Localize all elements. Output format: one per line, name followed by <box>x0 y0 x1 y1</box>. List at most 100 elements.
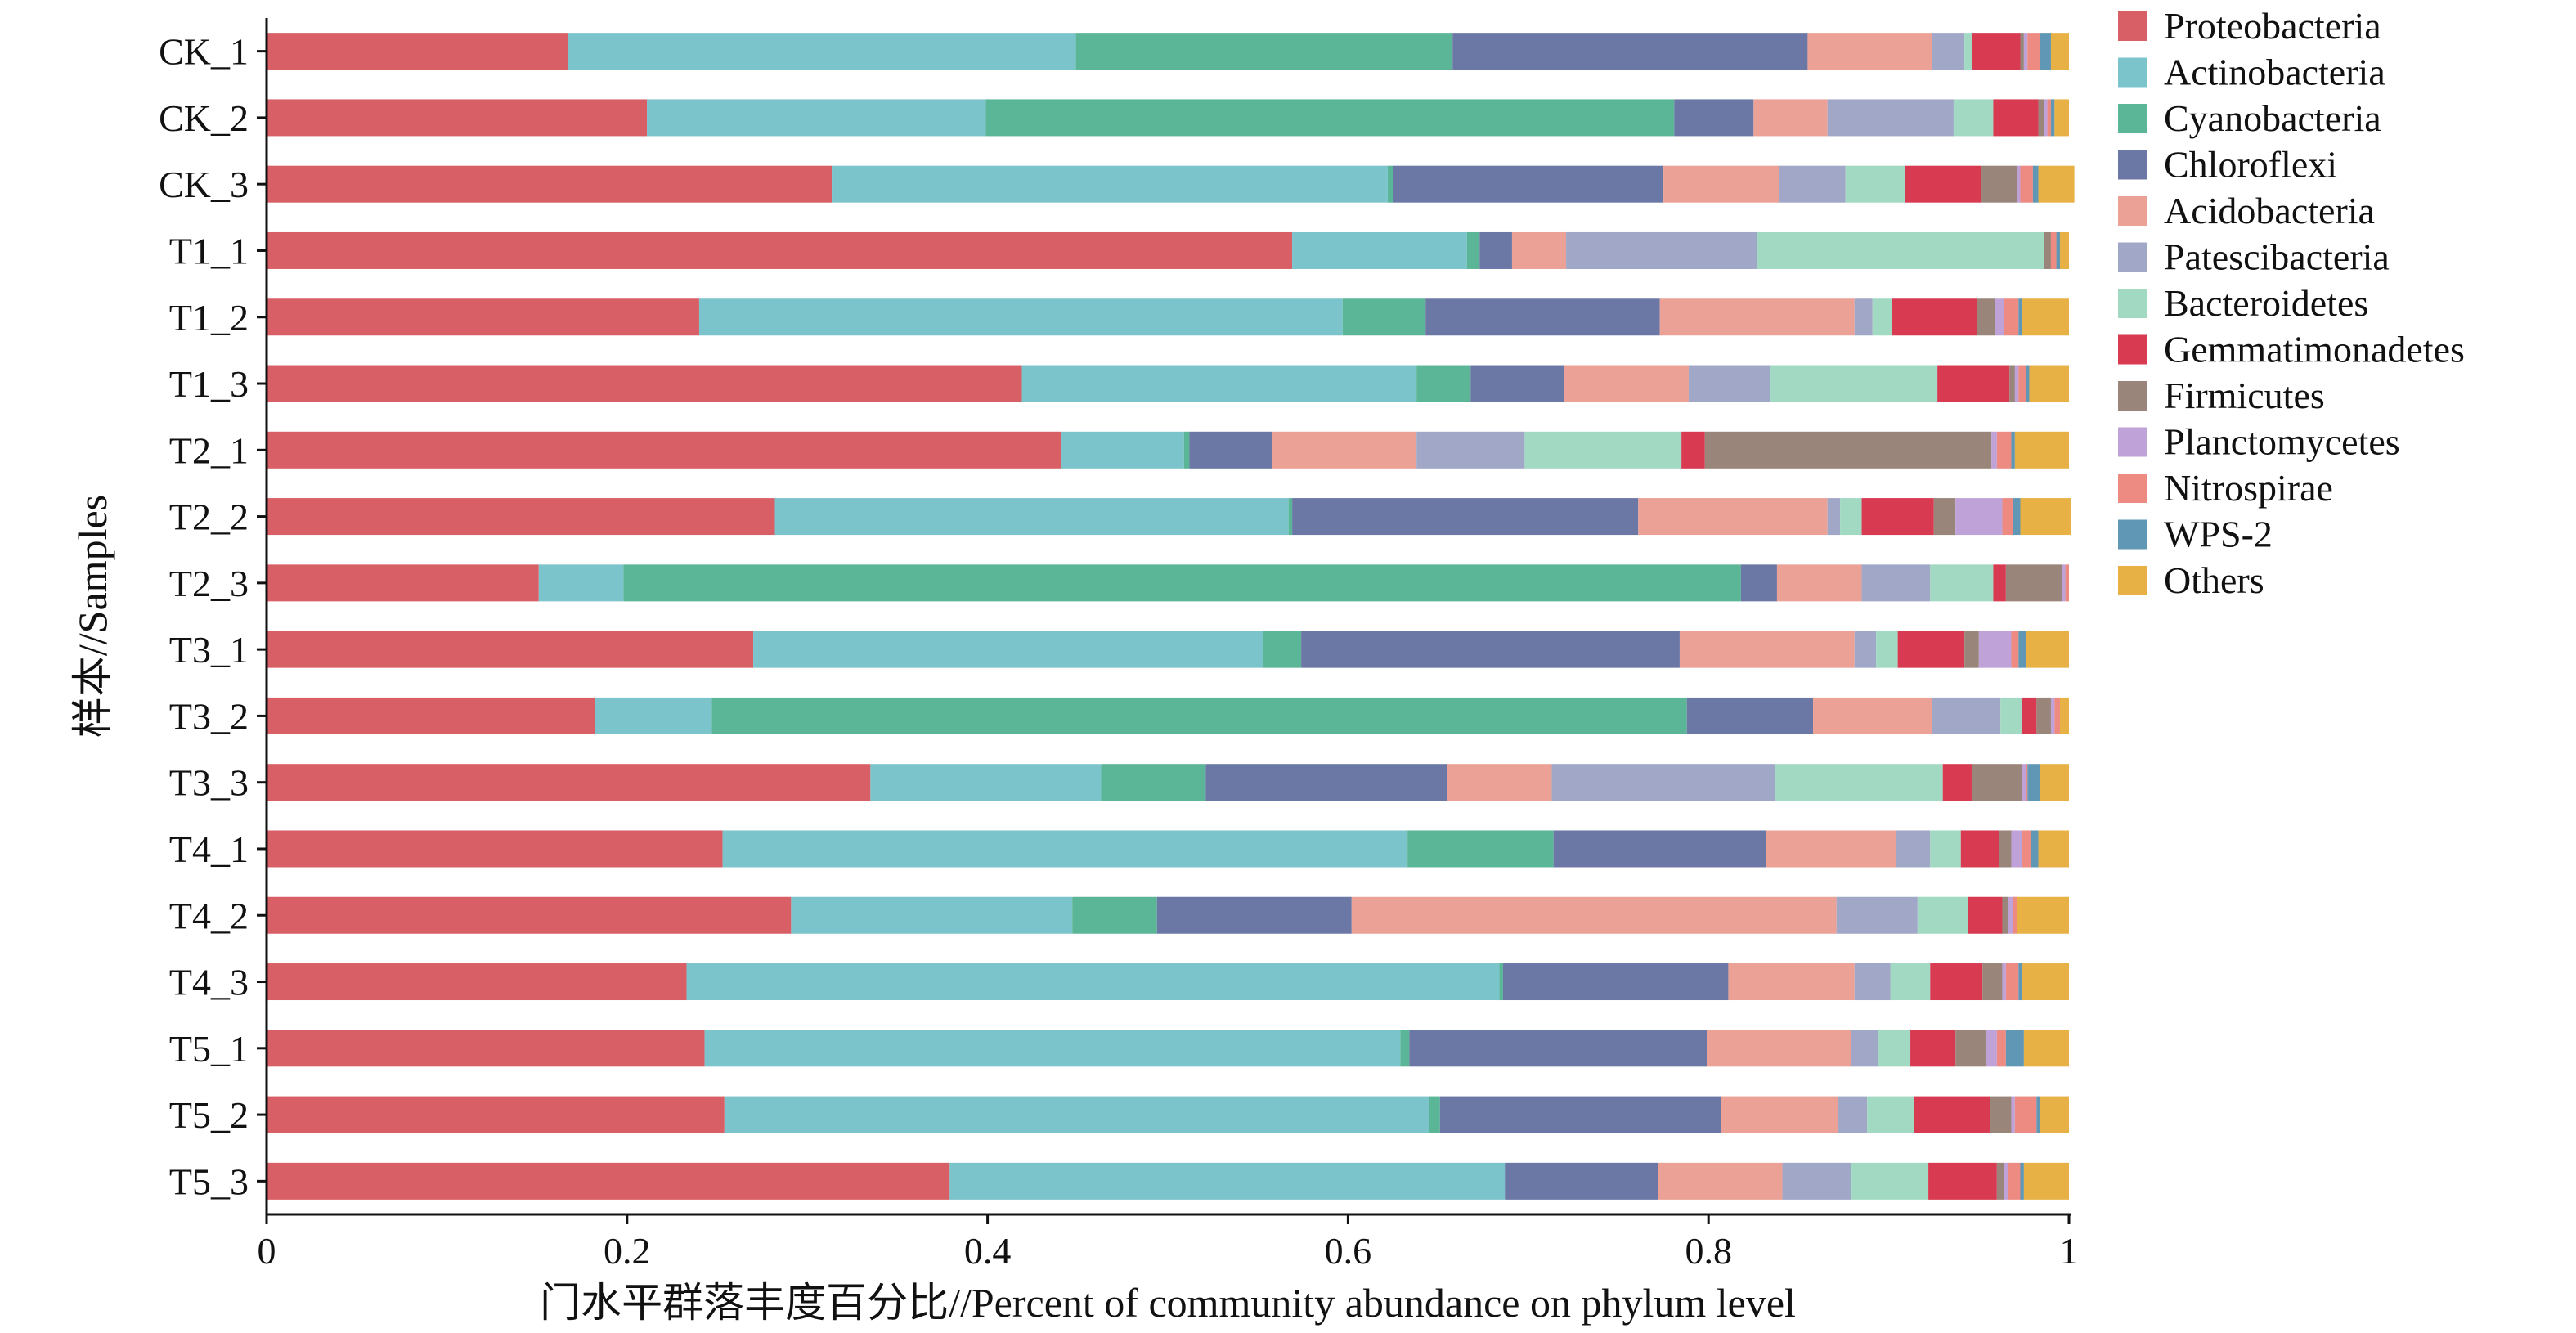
bar-segment-T4_3-Gemmatimonadetes <box>1930 963 1983 1001</box>
bar-segment-T5_3-WPS-2 <box>2020 1162 2024 1200</box>
bar-segment-T4_3-Planctomycetes <box>2002 963 2006 1001</box>
bar-segment-T1_3-Firmicutes <box>2009 365 2015 402</box>
bar-segment-T4_1-WPS-2 <box>2031 830 2039 868</box>
bar-segment-T4_1-Gemmatimonadetes <box>1960 830 1999 868</box>
bar-segment-T4_2-Acidobacteria <box>1351 896 1837 934</box>
bar-segment-T3_3-Nitrospirae <box>2026 764 2028 801</box>
bar-segment-T4_2-Firmicutes <box>2002 896 2008 934</box>
y-tick-label-T3_2: T3_2 <box>169 695 249 737</box>
axes-group <box>265 18 2071 1216</box>
bar-segment-T2_2-Nitrospirae <box>2002 498 2013 536</box>
bar-segment-T4_3-Acidobacteria <box>1728 963 1855 1001</box>
bar-segment-T3_2-Firmicutes <box>2036 697 2051 734</box>
bar-segment-T2_1-Firmicutes <box>1704 431 1992 469</box>
bar-segment-T2_1-Actinobacteria <box>1061 431 1184 469</box>
bar-segment-T1_3-Patescibacteria <box>1688 365 1770 402</box>
bar-segment-T4_1-Chloroflexi <box>1553 830 1766 868</box>
bar-segment-T4_3-Others <box>2022 963 2069 1001</box>
bar-segment-CK_1-Acidobacteria <box>1807 33 1932 70</box>
bar-segment-T3_3-Cyanobacteria <box>1101 764 1206 801</box>
bar-segment-T5_1-Firmicutes <box>1955 1030 1986 1067</box>
bar-segment-T3_2-Proteobacteria <box>267 697 595 734</box>
legend-swatch-Planctomycetes <box>2118 427 2147 457</box>
bar-segment-T5_3-Others <box>2023 1162 2069 1200</box>
bar-segment-T5_2-Actinobacteria <box>724 1096 1429 1133</box>
bar-segment-T3_1-Bacteroidetes <box>1876 631 1898 668</box>
bar-segment-T1_2-Actinobacteria <box>698 298 1343 336</box>
bar-segment-T2_1-Planctomycetes <box>1991 431 1997 469</box>
legend-label-Patescibacteria: Patescibacteria <box>2164 236 2390 278</box>
bar-segment-CK_1-Bacteroidetes <box>1964 33 1972 70</box>
bar-segment-T1_2-Planctomycetes <box>1995 298 2004 336</box>
bar-segment-T4_1-Acidobacteria <box>1766 830 1896 868</box>
bar-segment-T5_2-Patescibacteria <box>1838 1096 1868 1133</box>
y-tick-label-CK_2: CK_2 <box>159 97 249 139</box>
bar-segment-T2_1-Nitrospirae <box>1996 431 2012 469</box>
bar-segment-T1_1-Patescibacteria <box>1566 231 1757 269</box>
bar-segment-T3_1-Proteobacteria <box>267 631 754 668</box>
bar-segment-T3_3-Others <box>2040 764 2069 801</box>
x-tick-label-0.6: 0.6 <box>1325 1230 1372 1272</box>
bar-segment-T3_2-Actinobacteria <box>595 697 712 734</box>
bar-segment-T5_2-Firmicutes <box>1990 1096 2012 1133</box>
legend-label-Acidobacteria: Acidobacteria <box>2164 190 2375 231</box>
bar-segment-CK_2-Cyanobacteria <box>985 99 1675 137</box>
bar-segment-CK_1-Cyanobacteria <box>1075 33 1453 70</box>
bar-segment-T1_3-WPS-2 <box>2026 365 2030 402</box>
bar-segment-T3_2-Cyanobacteria <box>711 697 1687 734</box>
bar-segment-T2_3-Actinobacteria <box>538 564 624 602</box>
bar-segment-CK_1-Patescibacteria <box>1932 33 1965 70</box>
bar-segment-CK_2-Bacteroidetes <box>1953 99 1994 137</box>
bar-segment-T5_1-Planctomycetes <box>1986 1030 1997 1067</box>
bar-segment-T2_3-Nitrospirae <box>2065 564 2069 602</box>
bar-segment-T3_3-Patescibacteria <box>1551 764 1775 801</box>
bar-segment-T3_1-Actinobacteria <box>753 631 1263 668</box>
bar-segment-T5_2-Planctomycetes <box>2011 1096 2015 1133</box>
bar-segment-T2_2-Gemmatimonadetes <box>1861 498 1934 536</box>
bar-segment-T2_2-Firmicutes <box>1933 498 1956 536</box>
bar-segment-T1_1-Firmicutes <box>2044 231 2051 269</box>
bar-segment-T4_3-Firmicutes <box>1982 963 2003 1001</box>
bar-segment-T5_2-Bacteroidetes <box>1867 1096 1914 1133</box>
x-tick-label-0.4: 0.4 <box>964 1230 1012 1272</box>
legend-swatch-Patescibacteria <box>2118 242 2147 272</box>
bar-segment-T1_1-Chloroflexi <box>1479 231 1512 269</box>
bar-segment-T1_3-Planctomycetes <box>2014 365 2019 402</box>
bar-segment-T4_1-Planctomycetes <box>2011 830 2022 868</box>
bar-segment-CK_3-Others <box>2038 165 2075 203</box>
y-tick-label-T3_1: T3_1 <box>169 629 249 671</box>
bar-segment-T4_3-Patescibacteria <box>1854 963 1891 1001</box>
legend-swatch-Proteobacteria <box>2118 11 2147 41</box>
x-tick-label-0.8: 0.8 <box>1685 1230 1732 1272</box>
legend-swatch-WPS-2 <box>2118 519 2147 550</box>
bar-segment-CK_3-WPS-2 <box>2032 165 2039 203</box>
bar-segment-T1_3-Cyanobacteria <box>1416 365 1471 402</box>
bar-segment-T1_2-Chloroflexi <box>1425 298 1660 336</box>
bars-group <box>267 33 2075 1200</box>
bar-segment-T2_3-Planctomycetes <box>2062 564 2066 602</box>
bar-segment-T5_1-Gemmatimonadetes <box>1910 1030 1956 1067</box>
bar-segment-CK_2-Actinobacteria <box>647 99 986 137</box>
bar-segment-T4_2-Gemmatimonadetes <box>1968 896 2003 934</box>
bar-segment-CK_2-Others <box>2054 99 2069 137</box>
y-tick-label-T1_1: T1_1 <box>169 230 249 272</box>
bar-segment-T5_3-Proteobacteria <box>267 1162 950 1200</box>
bar-segment-T4_1-Firmicutes <box>1999 830 2012 868</box>
y-axis-label: 样本//Samples <box>70 495 115 738</box>
bar-segment-T2_2-Proteobacteria <box>267 498 775 536</box>
bar-segment-T2_3-Cyanobacteria <box>623 564 1741 602</box>
bar-segment-CK_1-WPS-2 <box>2040 33 2051 70</box>
legend-swatch-Firmicutes <box>2118 381 2147 411</box>
bar-segment-T2_1-Acidobacteria <box>1272 431 1417 469</box>
bar-segment-T3_2-Nitrospirae <box>2054 697 2060 734</box>
bar-segment-CK_1-Nitrospirae <box>2027 33 2040 70</box>
bar-segment-T1_3-Bacteroidetes <box>1770 365 1938 402</box>
bar-segment-T1_1-Others <box>2059 231 2069 269</box>
bar-segment-T2_2-Others <box>2020 498 2071 536</box>
bar-segment-CK_2-Nitrospirae <box>2047 99 2051 137</box>
bar-segment-T2_1-Others <box>2014 431 2069 469</box>
bar-segment-T2_1-Gemmatimonadetes <box>1681 431 1705 469</box>
bar-segment-T4_2-Proteobacteria <box>267 896 792 934</box>
bar-segment-T1_1-Acidobacteria <box>1511 231 1567 269</box>
